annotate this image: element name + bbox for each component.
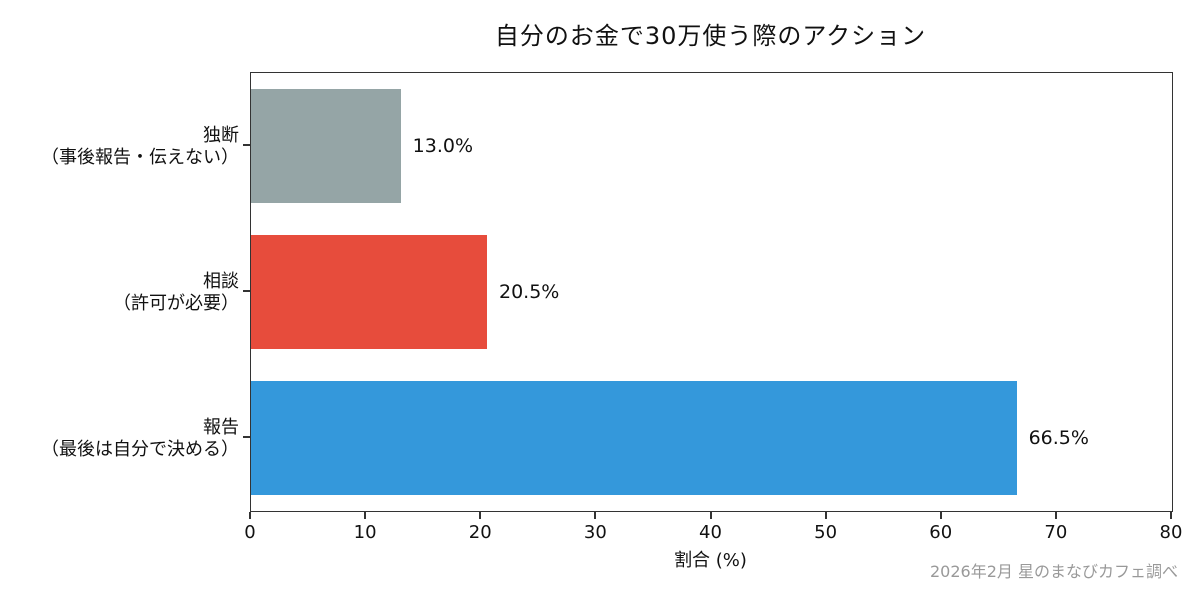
x-tick-label-0: 0 (244, 522, 256, 543)
x-tick-label-7: 70 (1044, 522, 1068, 543)
x-tick-label-8: 80 (1159, 522, 1183, 543)
x-tick-label-4: 40 (699, 522, 722, 543)
x-tick-label-5: 50 (814, 522, 838, 543)
source-note: 2026年2月 星のまなびカフェ調べ (930, 562, 1178, 581)
x-tick-label-3: 30 (583, 522, 607, 543)
y-tick-label-0: 独断 （事後報告・伝えない） (41, 125, 239, 169)
bar-2 (251, 381, 1017, 495)
x-tick-mark-4 (709, 512, 712, 519)
y-tick-label-line2: （事後報告・伝えない） (41, 147, 239, 168)
bar-value-label-2: 66.5% (1028, 427, 1089, 449)
y-tick-label-line1: 独断 (203, 125, 239, 146)
bar-0 (251, 89, 401, 203)
x-axis-label: 割合 (%) (674, 550, 747, 571)
chart-title: 自分のお金で30万使う際のアクション (494, 22, 927, 50)
x-tick-mark-6 (939, 512, 942, 519)
x-tick-mark-7 (1054, 512, 1057, 519)
bar-value-label-1: 20.5% (499, 281, 560, 303)
y-tick-mark-0 (243, 144, 250, 146)
x-tick-label-6: 60 (929, 522, 953, 543)
y-tick-label-2: 報告 （最後は自分で決める） (41, 417, 239, 461)
y-tick-label-line2: （最後は自分で決める） (41, 439, 239, 460)
x-tick-label-2: 20 (468, 522, 492, 543)
x-tick-label-1: 10 (353, 522, 377, 543)
x-tick-mark-5 (824, 512, 827, 519)
bar-value-label-0: 13.0% (412, 135, 474, 157)
x-tick-mark-2 (479, 512, 482, 519)
x-tick-mark-3 (594, 512, 597, 519)
y-tick-label-line1: 相談 (203, 271, 239, 292)
plot-area (250, 72, 1173, 512)
x-tick-mark-1 (364, 512, 367, 519)
y-tick-mark-2 (243, 436, 250, 438)
bar-1 (251, 235, 487, 349)
x-tick-mark-8 (1170, 512, 1172, 519)
y-tick-label-line1: 報告 (203, 417, 239, 438)
y-tick-label-line2: （許可が必要） (113, 293, 239, 314)
x-tick-mark-0 (249, 512, 251, 519)
y-tick-label-1: 相談 （許可が必要） (113, 271, 239, 315)
y-tick-mark-1 (243, 290, 250, 292)
